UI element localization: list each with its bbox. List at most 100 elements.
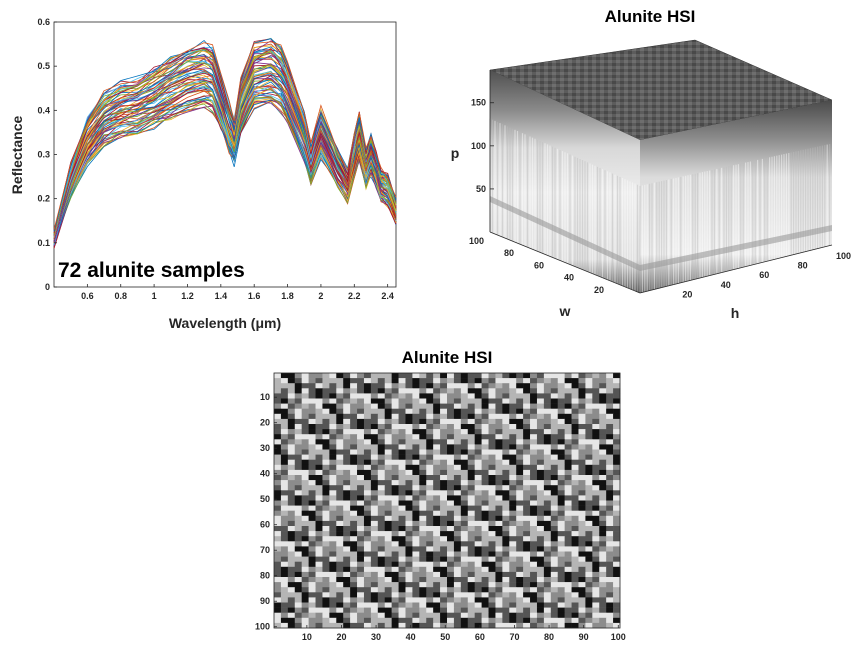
heatmap-cell [398, 418, 406, 425]
heatmap-cell [516, 378, 524, 384]
heatmap-cell [433, 566, 441, 573]
heatmap-cell [398, 403, 406, 409]
heatmap-cell [315, 449, 323, 455]
heatmap-cell [357, 607, 365, 613]
heatmap-cell [377, 597, 386, 603]
heatmap-cell [516, 418, 524, 425]
heatmap-cell [578, 434, 586, 440]
heatmap-cell [488, 500, 496, 506]
heatmap-cell [509, 536, 517, 542]
heatmap-cell [329, 413, 337, 420]
heatmap-cell [530, 546, 538, 552]
heatmap-cell [301, 617, 309, 624]
heatmap-cell [599, 475, 607, 481]
heatmap-cell [460, 444, 469, 450]
heatmap-cell [481, 546, 489, 552]
heatmap-cell [426, 526, 434, 532]
heatmap-cell [426, 556, 434, 562]
heatmap-cell [384, 510, 392, 517]
heatmap-cell [550, 526, 559, 532]
heatmap-cell [315, 541, 323, 547]
heatmap-cell [543, 398, 552, 404]
heatmap-cell [384, 393, 392, 399]
heatmap-cell [433, 582, 441, 588]
heatmap-cell [599, 597, 607, 603]
heatmap-cell [599, 383, 607, 389]
heatmap-cell [585, 531, 593, 537]
heatmap-cell [315, 490, 323, 496]
heatmap-cell [460, 495, 469, 501]
heatmap-cell [585, 388, 593, 394]
heatmap-cell [564, 378, 572, 384]
heatmap-cell [384, 531, 392, 537]
heatmap-cell [391, 475, 399, 481]
heatmap-cell [343, 566, 351, 573]
heatmap-cell [357, 577, 365, 583]
heatmap-cell [536, 510, 545, 517]
heatmap-cell [481, 424, 489, 430]
heatmap-cell [613, 469, 621, 476]
heatmap-cell [447, 541, 455, 547]
heatmap-cell [516, 398, 524, 404]
heatmap-cell [516, 612, 524, 619]
heatmap-cell [426, 602, 434, 608]
heatmap-cell [384, 418, 392, 425]
heatmap-cell [530, 551, 538, 557]
heatmap-cell [606, 515, 614, 522]
heatmap-cell [523, 444, 531, 450]
heatmap-cell [370, 607, 379, 613]
heatmap-cell [557, 597, 565, 603]
heatmap-cell [294, 429, 302, 435]
cube-h-tick-label: 60 [759, 270, 769, 280]
heatmap-cell [294, 485, 302, 491]
heatmap-cell [613, 531, 621, 537]
heatmap-cell [509, 551, 517, 557]
heatmap-cell [509, 403, 517, 409]
heatmap-cell [447, 577, 455, 583]
heatmap-cell [357, 510, 365, 517]
heatmap-cell [363, 551, 372, 557]
heatmap-cell [419, 526, 427, 532]
heatmap-cell [481, 469, 489, 476]
heatmap-cell [294, 556, 302, 562]
heatmap-cell [398, 373, 406, 379]
heatmap-cell [613, 393, 621, 399]
heatmap-cell [453, 617, 462, 624]
heatmap-cell [495, 531, 503, 537]
heatmap-cell [384, 561, 392, 568]
heatmap-cell [384, 373, 392, 379]
heatmap-cell [495, 551, 503, 557]
heatmap-cell [530, 403, 538, 409]
heatmap-cell [433, 454, 441, 460]
heatmap-cell [391, 526, 399, 532]
heatmap-cell [578, 403, 586, 409]
heatmap-cell [329, 571, 337, 578]
heatmap-cell [301, 383, 309, 389]
heatmap-cell [350, 551, 358, 557]
heatmap-y-tick-label: 50 [260, 494, 270, 504]
heatmap-cell [274, 485, 282, 491]
heatmap-cell [315, 607, 323, 613]
heatmap-cell [516, 531, 524, 537]
heatmap-cell [481, 490, 489, 496]
heatmap-cell [322, 541, 330, 547]
heatmap-cell [578, 520, 586, 527]
heatmap-cell [419, 536, 427, 542]
heatmap-cell [336, 622, 344, 629]
heatmap-cell [481, 495, 489, 501]
heatmap-cell [301, 495, 309, 501]
heatmap-cell [315, 469, 323, 476]
heatmap-cell [308, 398, 316, 404]
heatmap-cell [280, 408, 289, 415]
heatmap-cell [447, 454, 455, 460]
heatmap-cell [516, 495, 524, 501]
heatmap-cell [495, 587, 503, 593]
heatmap-cell [488, 449, 496, 455]
heatmap-cell [363, 454, 372, 460]
heatmap-cell [530, 424, 538, 430]
heatmap-cell [564, 485, 572, 491]
heatmap-cell [502, 520, 510, 527]
heatmap-cell [336, 510, 344, 517]
heatmap-cell [357, 398, 365, 404]
heatmap-cell [495, 469, 503, 476]
